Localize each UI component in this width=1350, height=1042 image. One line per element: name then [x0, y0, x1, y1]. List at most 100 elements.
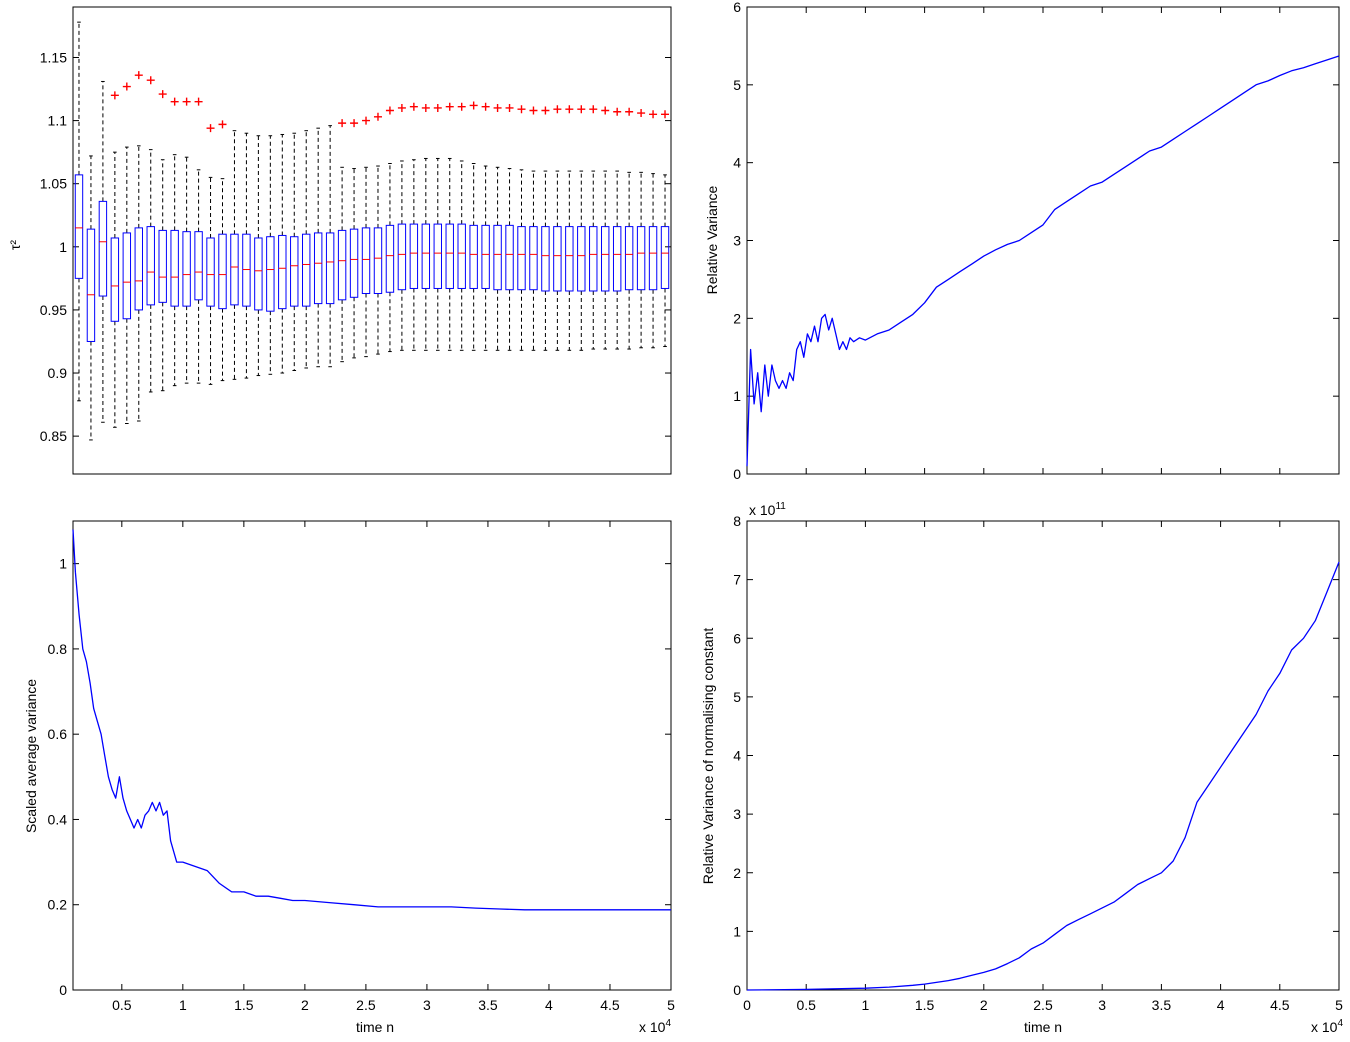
box-31 [433, 103, 442, 351]
outlier-marker [445, 102, 454, 111]
box-22 [325, 125, 335, 368]
outlier-marker [457, 102, 466, 111]
y-tick-label: 0.4 [48, 811, 68, 827]
box-body [589, 226, 598, 292]
outlier-marker [409, 102, 418, 111]
box-body [660, 226, 670, 289]
box-36 [493, 103, 502, 351]
y-tick-label: 0.85 [40, 428, 67, 444]
outlier-marker [505, 103, 514, 112]
box-body [349, 228, 359, 298]
y-axis-label: Scaled average variance [23, 679, 39, 833]
box-21 [313, 127, 323, 368]
box-body [146, 226, 155, 306]
box-30 [421, 103, 431, 351]
box-15 [242, 132, 251, 379]
box-body [110, 237, 120, 322]
outlier-marker [182, 97, 191, 106]
box-body [541, 226, 550, 292]
box-body [98, 200, 108, 297]
x-tick-label: 3.5 [1152, 997, 1172, 1013]
box-body [218, 233, 227, 310]
outlier-marker [158, 90, 167, 99]
box-50 [660, 110, 670, 348]
x-tick-label: 1 [179, 997, 187, 1013]
x-tick-label: 4.5 [1270, 997, 1290, 1013]
y-tick-label: 3 [733, 233, 741, 249]
box-13 [218, 120, 227, 382]
box-body [481, 224, 490, 289]
box-47 [624, 107, 634, 350]
outlier-marker [350, 119, 359, 128]
box-26 [373, 112, 383, 355]
box-body [529, 226, 538, 291]
box-body [373, 227, 383, 295]
outlier-marker [373, 112, 382, 121]
box-body [445, 223, 454, 289]
box-body [624, 226, 634, 291]
box-20 [302, 130, 311, 369]
outlier-marker [194, 97, 203, 106]
y-tick-label: 2 [733, 865, 741, 881]
outlier-marker [421, 103, 430, 112]
y-tick-label: 7 [733, 572, 741, 588]
x-tick-label: 4 [1217, 997, 1225, 1013]
outlier-marker [146, 76, 155, 85]
box-28 [397, 103, 407, 351]
box-4 [110, 91, 120, 428]
x-axis-label: time n [1024, 1019, 1062, 1035]
outlier-marker [206, 124, 215, 133]
box-44 [589, 105, 598, 350]
box-32 [445, 102, 454, 351]
box-body [325, 232, 335, 305]
box-body [290, 236, 299, 307]
x-tick-label: 2.5 [356, 997, 376, 1013]
box-12 [206, 124, 215, 385]
x-tick-label: 0.5 [796, 997, 816, 1013]
y-tick-label: 1 [59, 239, 67, 255]
box-40 [541, 106, 550, 351]
box-body [313, 232, 323, 305]
box-35 [481, 102, 490, 351]
outlier-marker [517, 105, 526, 114]
y-tick-label: 0 [733, 466, 741, 482]
outlier-marker [481, 102, 490, 111]
y-tick-label: 6 [733, 0, 741, 15]
outlier-marker [469, 101, 478, 110]
outlier-marker [625, 107, 634, 116]
x-tick-label: 3.5 [478, 997, 498, 1013]
box-body [409, 223, 419, 289]
x-tick-label: 2 [301, 997, 309, 1013]
y-tick-label: 2 [733, 310, 741, 326]
box-19 [290, 132, 299, 372]
x-tick-label: 1.5 [915, 997, 935, 1013]
x-tick-label: 1 [862, 997, 870, 1013]
y-tick-label: 0.9 [48, 365, 68, 381]
box-6 [134, 71, 143, 422]
outlier-marker [601, 106, 610, 115]
box-9 [170, 97, 179, 387]
x-tick-label: 5 [667, 997, 675, 1013]
series-line-1 [746, 561, 1340, 991]
outlier-marker [565, 105, 574, 114]
outlier-marker [110, 91, 119, 100]
box-body [230, 233, 239, 306]
y-axis-label: Relative Variance [704, 185, 720, 294]
box-37 [505, 103, 514, 351]
x-axis-multiplier: x 104 [1311, 1018, 1343, 1035]
box-body [86, 228, 96, 342]
box-45 [601, 106, 610, 350]
x-tick-label: 3 [1098, 997, 1106, 1013]
outlier-marker [661, 110, 670, 119]
box-43 [577, 105, 586, 351]
box-body [194, 231, 203, 301]
box-body [553, 226, 562, 292]
outlier-marker [397, 103, 406, 112]
x-axis-multiplier: x 104 [639, 1018, 671, 1035]
x-tick-label: 0 [743, 997, 751, 1013]
box-body [385, 224, 395, 293]
box-39 [529, 106, 538, 351]
y-tick-label: 1 [733, 388, 741, 404]
outlier-marker [218, 120, 227, 129]
outlier-marker [385, 106, 394, 115]
